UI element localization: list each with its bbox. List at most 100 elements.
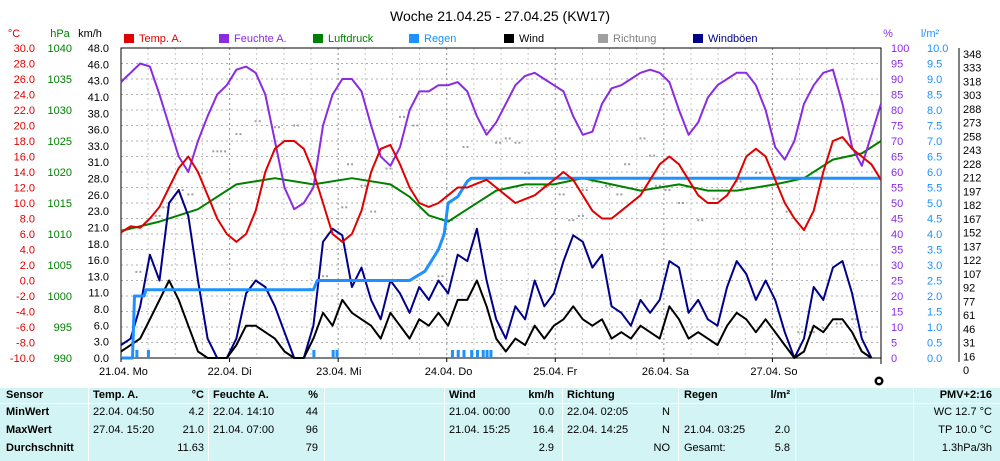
humidity-tick-label: 35 xyxy=(891,245,903,257)
rain-tick-label: 2.0 xyxy=(927,291,942,303)
table-cell-wind-val: 16.4 xyxy=(532,424,554,436)
legend-label: Wind xyxy=(519,33,544,45)
direction-point xyxy=(547,184,550,187)
pressure-tick-label: 1010 xyxy=(48,229,72,241)
direction-point xyxy=(508,137,511,140)
direction-point xyxy=(758,171,761,174)
direction-point xyxy=(416,124,419,127)
direction-point xyxy=(451,219,454,222)
pressure-line xyxy=(120,140,882,232)
direction-point xyxy=(441,275,444,278)
header-temp-unit: °C xyxy=(191,389,204,401)
wind-tick-label: 46.0 xyxy=(88,59,109,71)
gust-line xyxy=(120,189,873,359)
rain-axis-unit: l/m² xyxy=(921,28,940,40)
legend-swatch xyxy=(504,34,514,43)
direction-point xyxy=(654,184,657,187)
header-richtung: Richtung xyxy=(567,389,615,401)
legend-label: Luftdruck xyxy=(328,33,374,45)
humidity-tick-label: 0 xyxy=(891,353,897,365)
temp-tick-label: 30.0 xyxy=(14,43,35,55)
direction-point xyxy=(297,124,300,127)
direction-point xyxy=(860,331,863,334)
direction-point xyxy=(585,189,588,192)
table-cell-temp-time: 22.04. 04:50 xyxy=(93,406,155,418)
direction-point xyxy=(181,189,184,192)
direction-tick-label: 137 xyxy=(963,241,981,253)
pressure-tick-label: 1025 xyxy=(48,136,72,148)
direction-point xyxy=(322,275,325,278)
direction-point xyxy=(839,322,842,325)
humidity-tick-label: 10 xyxy=(891,322,903,334)
direction-point xyxy=(224,150,227,153)
direction-point xyxy=(347,163,350,166)
wind-tick-label: 38.0 xyxy=(88,108,109,120)
direction-point xyxy=(855,318,858,321)
table-divider xyxy=(444,388,445,461)
rain-tick-label: 8.0 xyxy=(927,105,942,117)
direction-tick-label: 273 xyxy=(963,118,981,130)
direction-point xyxy=(668,189,671,192)
temp-tick-label: 20.0 xyxy=(14,121,35,133)
direction-point xyxy=(558,193,561,196)
temp-tick-label: -10.0 xyxy=(10,353,35,365)
plot-frame xyxy=(120,47,882,359)
temp-line xyxy=(120,136,882,243)
wind-tick-label: 8.0 xyxy=(94,304,109,316)
header-regen-unit: l/m² xyxy=(770,389,790,401)
grid xyxy=(120,47,882,359)
table-cell-wind-val: 2.9 xyxy=(538,442,554,454)
humidity-tick-label: 80 xyxy=(891,105,903,117)
rain-bar xyxy=(450,350,454,358)
direction-point xyxy=(628,163,631,166)
rain-bar xyxy=(331,350,335,358)
wind-tick-label: 16.0 xyxy=(88,255,109,267)
direction-point xyxy=(697,219,700,222)
rain-bar xyxy=(481,350,485,358)
pressure-tick-label: 995 xyxy=(54,322,72,334)
direction-point xyxy=(649,154,652,157)
direction-tick-label: 258 xyxy=(963,131,981,143)
humidity-tick-label: 30 xyxy=(891,260,903,272)
pressure-tick-label: 1015 xyxy=(48,198,72,210)
direction-point xyxy=(643,137,646,140)
chart-title: Woche 21.04.25 - 27.04.25 (KW17) xyxy=(390,8,610,24)
direction-point xyxy=(581,189,584,192)
direction-point xyxy=(577,214,580,217)
rain-tick-label: 4.0 xyxy=(927,229,942,241)
direction-tick-label: 122 xyxy=(963,255,981,267)
table-cell-wind-val: 0.0 xyxy=(538,406,554,418)
direction-point xyxy=(495,141,498,144)
pressure-tick-label: 1000 xyxy=(48,291,72,303)
pressure-tick-label: 1005 xyxy=(48,260,72,272)
axes: °C 30.0 28.0 26.0 24.0 22.0 20.0 18.0 16.0 14.0 12… xyxy=(8,28,982,377)
direction-tick-label: 31 xyxy=(963,338,975,350)
table-cell-wind-time: 21.04. 15:25 xyxy=(449,424,511,436)
direction-tick-label: 182 xyxy=(963,200,981,212)
wind-tick-label: 11.0 xyxy=(88,288,109,300)
table-cell-regen-time: Gesamt: xyxy=(684,442,726,454)
now-marker-inner xyxy=(877,379,881,383)
legend-swatch xyxy=(219,34,229,43)
direction-point xyxy=(639,137,642,140)
legend-label: Regen xyxy=(424,33,456,45)
wind-tick-label: 28.0 xyxy=(88,174,109,186)
rain-tick-label: 0.0 xyxy=(927,353,942,365)
direction-point xyxy=(402,115,405,118)
direction-point xyxy=(620,193,623,196)
wind-tick-label: 26.0 xyxy=(88,190,109,202)
direction-point xyxy=(797,331,800,334)
temp-tick-label: 24.0 xyxy=(14,90,35,102)
temp-tick-label: 16.0 xyxy=(14,152,35,164)
table-cell-temp-time: 27.04. 15:20 xyxy=(93,424,155,436)
direction-point xyxy=(139,270,142,273)
direction-point xyxy=(739,180,742,183)
table-cell-extra: WC 12.7 °C xyxy=(933,406,992,418)
direction-point xyxy=(514,141,517,144)
day-label: 27.04. So xyxy=(750,366,797,378)
humidity-tick-label: 95 xyxy=(891,59,903,71)
wind-tick-label: 21.0 xyxy=(88,222,109,234)
rain-bar xyxy=(312,350,316,358)
temp-tick-label: 2.0 xyxy=(20,260,35,272)
table-cell-richtung-time: 22.04. 14:25 xyxy=(567,424,629,436)
